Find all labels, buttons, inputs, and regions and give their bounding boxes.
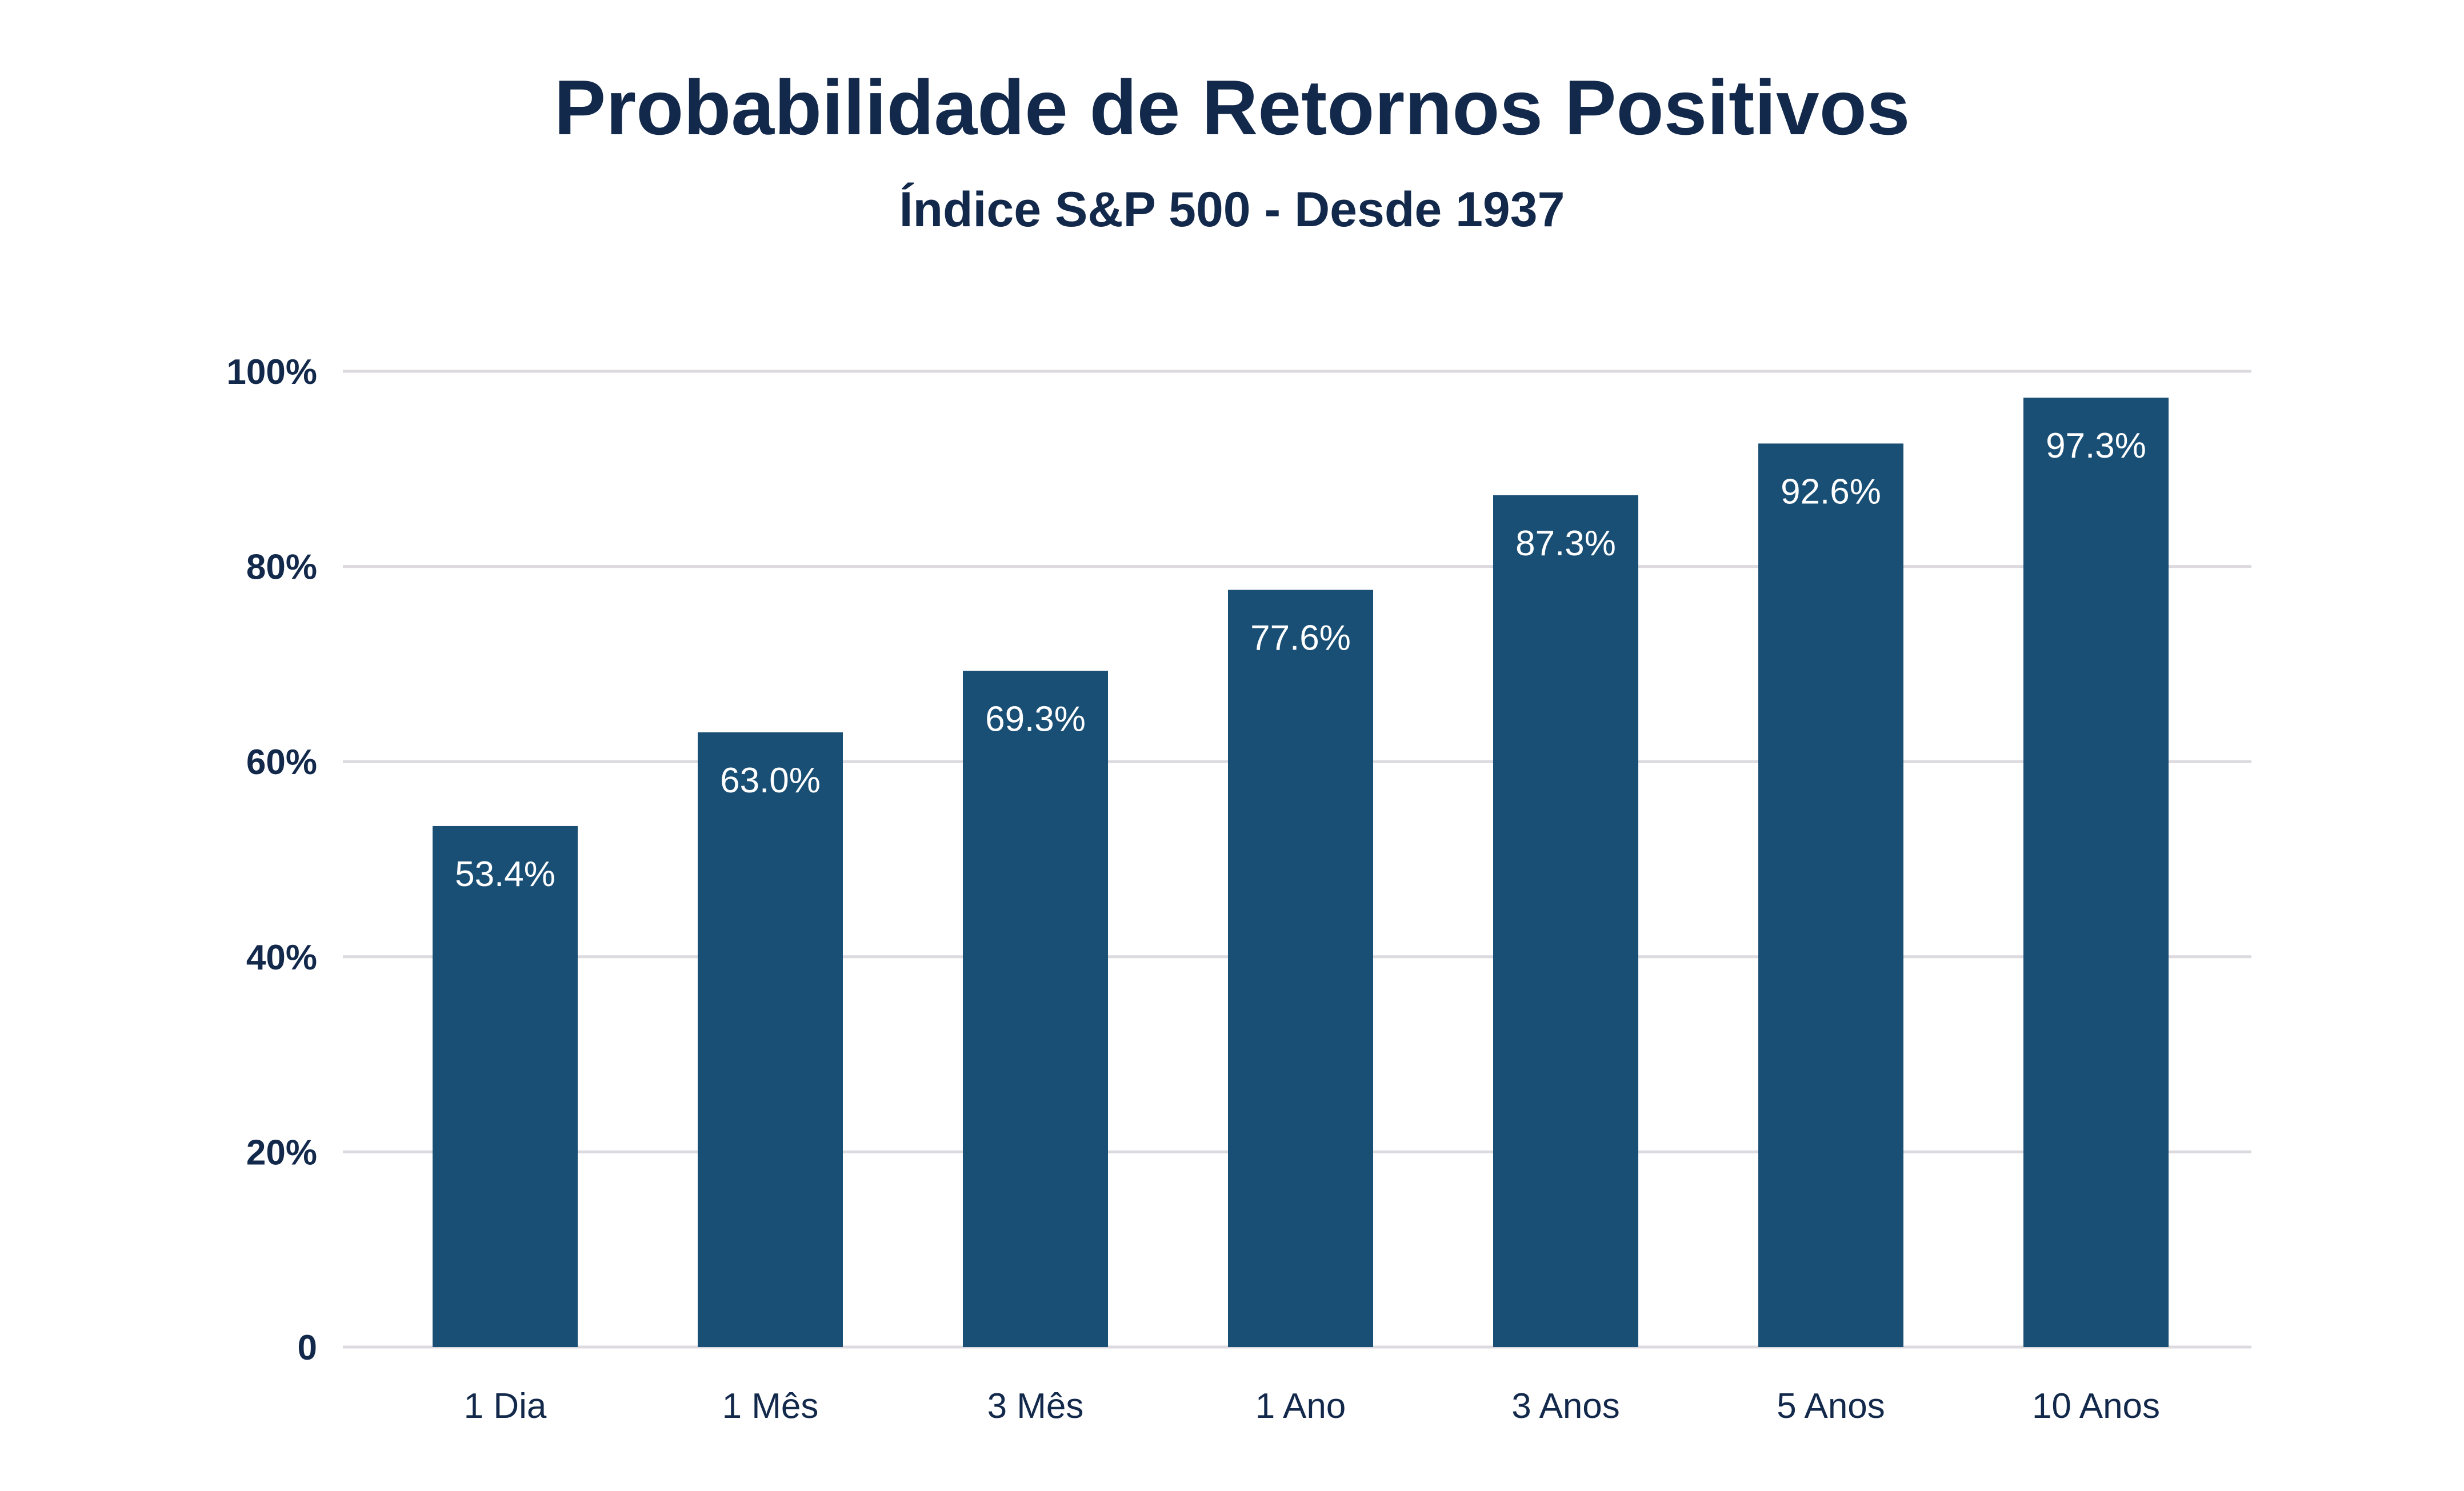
bar <box>1228 590 1373 1347</box>
bar <box>433 825 578 1347</box>
y-tick-label: 80% <box>246 548 317 587</box>
bar <box>1493 495 1638 1347</box>
x-tick-label: 5 Anos <box>1777 1386 1885 1426</box>
x-tick-label: 3 Mês <box>987 1386 1084 1426</box>
data-label: 69.3% <box>985 699 1086 739</box>
data-label: 87.3% <box>1515 524 1616 563</box>
bar <box>2023 398 2169 1348</box>
x-tick-label: 3 Anos <box>1511 1386 1620 1426</box>
x-tick-label: 1 Dia <box>464 1386 547 1426</box>
data-label: 97.3% <box>2046 426 2146 466</box>
y-tick-label: 20% <box>246 1133 317 1172</box>
x-tick-label: 1 Ano <box>1255 1386 1346 1426</box>
data-label: 77.6% <box>1250 619 1351 658</box>
data-label: 53.4% <box>455 855 555 894</box>
data-label: 92.6% <box>1781 472 1881 511</box>
y-tick-label: 60% <box>246 743 317 782</box>
x-tick-label: 10 Anos <box>2032 1386 2160 1426</box>
bar <box>1758 443 1903 1347</box>
bar <box>698 732 843 1347</box>
chart-title: Probabilidade de Retornos Positivos <box>554 64 1910 151</box>
data-label: 63.0% <box>720 761 821 800</box>
y-tick-label: 40% <box>246 938 317 977</box>
x-tick-label: 1 Mês <box>722 1386 819 1426</box>
y-tick-label: 100% <box>226 352 317 392</box>
chart-subtitle: Índice S&P 500 - Desde 1937 <box>899 182 1565 237</box>
y-tick-label: 0 <box>298 1328 317 1368</box>
bar <box>963 671 1108 1347</box>
